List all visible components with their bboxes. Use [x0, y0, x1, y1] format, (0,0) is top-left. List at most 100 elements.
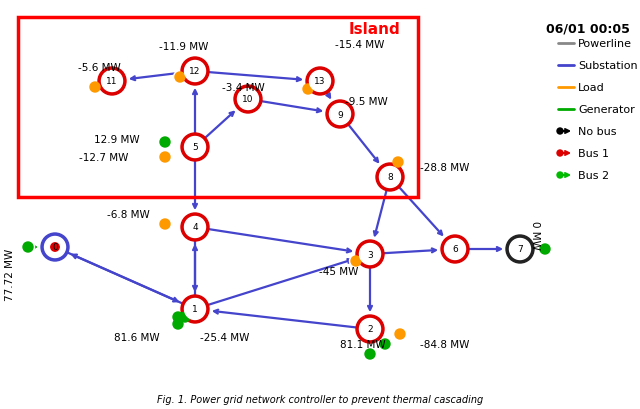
Circle shape	[172, 311, 184, 324]
Circle shape	[180, 312, 190, 322]
Text: 77.72 MW: 77.72 MW	[5, 248, 15, 300]
Circle shape	[184, 217, 205, 238]
Text: Load: Load	[578, 83, 605, 93]
Text: -25.4 MW: -25.4 MW	[200, 332, 250, 342]
Circle shape	[441, 236, 469, 263]
Circle shape	[179, 311, 191, 324]
Circle shape	[173, 71, 186, 84]
Circle shape	[445, 239, 465, 260]
Text: -84.8 MW: -84.8 MW	[420, 339, 469, 349]
Text: 12: 12	[189, 67, 201, 76]
Circle shape	[181, 213, 209, 241]
Text: 8: 8	[387, 173, 393, 182]
Circle shape	[394, 328, 406, 341]
Circle shape	[506, 236, 534, 263]
Circle shape	[160, 138, 170, 148]
Text: 3: 3	[367, 250, 373, 259]
Circle shape	[160, 153, 170, 163]
Circle shape	[509, 239, 531, 260]
Bar	[18, 18, 418, 198]
Circle shape	[360, 244, 381, 265]
Text: 9: 9	[337, 110, 343, 119]
Text: -9.5 MW: -9.5 MW	[345, 97, 388, 107]
Circle shape	[392, 156, 404, 169]
Circle shape	[349, 255, 362, 268]
Circle shape	[557, 129, 563, 135]
Circle shape	[364, 348, 376, 361]
Text: 06/01 00:05: 06/01 00:05	[546, 22, 630, 35]
Circle shape	[393, 157, 403, 168]
Text: Generator: Generator	[578, 105, 635, 115]
Circle shape	[234, 86, 262, 114]
Circle shape	[356, 240, 384, 268]
Circle shape	[181, 134, 209, 162]
Text: 2: 2	[367, 325, 373, 334]
Circle shape	[376, 164, 404, 191]
Text: -6.8 MW: -6.8 MW	[108, 209, 150, 220]
Circle shape	[98, 68, 126, 96]
Circle shape	[173, 319, 183, 329]
Text: -45 MW: -45 MW	[319, 266, 358, 276]
Circle shape	[51, 243, 60, 252]
Text: 6: 6	[452, 245, 458, 254]
Circle shape	[160, 220, 170, 229]
Circle shape	[351, 256, 361, 266]
Circle shape	[303, 85, 313, 95]
Text: Bus 2: Bus 2	[578, 171, 609, 180]
Text: 1: 1	[192, 305, 198, 314]
Circle shape	[310, 71, 330, 92]
Circle shape	[540, 245, 550, 254]
Circle shape	[172, 318, 184, 331]
Circle shape	[45, 237, 65, 258]
Text: -3.4 MW: -3.4 MW	[222, 83, 265, 93]
Text: 13: 13	[314, 77, 326, 86]
Circle shape	[326, 101, 354, 129]
Circle shape	[184, 299, 205, 320]
Text: Substation: Substation	[578, 61, 637, 71]
Circle shape	[88, 81, 102, 94]
Circle shape	[356, 315, 384, 343]
Circle shape	[301, 83, 314, 96]
Text: -5.6 MW: -5.6 MW	[78, 63, 121, 73]
Text: 81.6 MW: 81.6 MW	[115, 332, 160, 342]
Circle shape	[90, 83, 100, 93]
Circle shape	[184, 61, 205, 82]
Text: 12.9 MW: 12.9 MW	[94, 135, 140, 145]
Circle shape	[184, 137, 205, 158]
Circle shape	[365, 349, 375, 359]
Text: Island: Island	[348, 22, 400, 37]
Text: -12.7 MW: -12.7 MW	[79, 153, 128, 163]
Text: -15.4 MW: -15.4 MW	[335, 40, 385, 50]
Circle shape	[395, 329, 405, 339]
Circle shape	[159, 136, 172, 149]
Circle shape	[159, 151, 172, 164]
Circle shape	[538, 243, 552, 256]
Text: Fig. 1. Power grid network controller to prevent thermal cascading: Fig. 1. Power grid network controller to…	[157, 394, 483, 404]
Text: 5: 5	[192, 143, 198, 152]
Text: -11.9 MW: -11.9 MW	[159, 42, 209, 52]
Text: 0: 0	[52, 243, 58, 252]
Circle shape	[557, 173, 563, 179]
Circle shape	[380, 167, 401, 188]
Text: -28.8 MW: -28.8 MW	[420, 163, 469, 173]
Text: No bus: No bus	[578, 127, 616, 137]
Circle shape	[306, 68, 334, 96]
Text: Powerline: Powerline	[578, 39, 632, 49]
Circle shape	[378, 338, 392, 351]
Circle shape	[22, 241, 35, 254]
Text: Bus 1: Bus 1	[578, 148, 609, 159]
Circle shape	[237, 89, 259, 110]
Circle shape	[102, 71, 122, 92]
Text: 4: 4	[192, 223, 198, 232]
Circle shape	[330, 104, 351, 125]
Circle shape	[175, 73, 185, 83]
Text: 7: 7	[517, 245, 523, 254]
Circle shape	[173, 312, 183, 322]
Circle shape	[181, 295, 209, 323]
Text: 0 MW: 0 MW	[530, 220, 540, 249]
Text: 10: 10	[243, 95, 253, 104]
Text: 81.1 MW: 81.1 MW	[340, 339, 386, 349]
Text: 11: 11	[106, 77, 118, 86]
Circle shape	[23, 243, 33, 252]
Circle shape	[380, 339, 390, 349]
